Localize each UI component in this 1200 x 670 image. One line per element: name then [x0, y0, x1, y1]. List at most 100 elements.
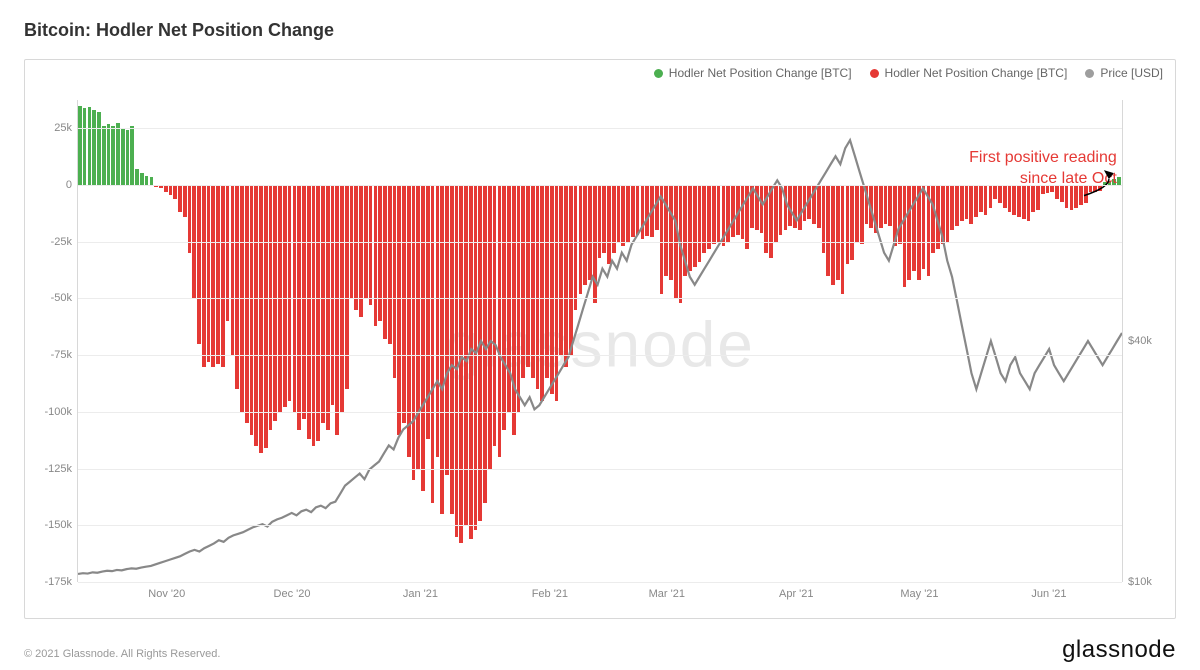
bar: [636, 185, 640, 235]
bar: [579, 185, 583, 294]
bar: [755, 185, 759, 230]
bar: [92, 110, 96, 185]
bar: [359, 185, 363, 317]
bar: [97, 112, 101, 185]
y-axis-left-label: 0: [36, 179, 72, 191]
bar: [598, 185, 602, 258]
bar: [1017, 185, 1021, 217]
bar: [250, 185, 254, 435]
bar: [574, 185, 578, 310]
bar: [917, 185, 921, 280]
bar: [474, 185, 478, 530]
annotation-text: First positive reading since late Oct: [969, 148, 1117, 190]
bar: [683, 185, 687, 276]
x-axis-label: Jun '21: [1031, 588, 1066, 600]
bar: [369, 185, 373, 305]
bar: [936, 185, 940, 249]
bar: [354, 185, 358, 310]
legend-label: Price [USD]: [1100, 66, 1163, 80]
bar: [660, 185, 664, 294]
bar: [760, 185, 764, 233]
bar: [688, 185, 692, 271]
bar: [235, 185, 239, 389]
bar: [798, 185, 802, 230]
bar: [564, 185, 568, 366]
y-axis-left-label: -175k: [36, 576, 72, 588]
bar: [655, 185, 659, 230]
bar: [502, 185, 506, 430]
bar: [779, 185, 783, 235]
bar: [865, 185, 869, 224]
bar: [817, 185, 821, 228]
bar: [455, 185, 459, 537]
bar: [722, 185, 726, 246]
bar: [569, 185, 573, 355]
bar: [226, 185, 230, 321]
bar: [1022, 185, 1026, 219]
bar: [521, 185, 525, 378]
bar: [83, 108, 87, 185]
x-axis-label: Jan '21: [403, 588, 438, 600]
bar: [393, 185, 397, 378]
bar: [478, 185, 482, 521]
bar: [121, 128, 125, 185]
bar: [774, 185, 778, 242]
bar: [145, 176, 149, 185]
bar: [512, 185, 516, 435]
y-axis-right-label: $40k: [1128, 335, 1164, 347]
grid-line: [78, 412, 1122, 413]
legend-dot-price: [1085, 69, 1094, 78]
bar: [750, 185, 754, 228]
bar: [397, 185, 401, 435]
bar: [621, 185, 625, 246]
y-axis-left-label: -150k: [36, 519, 72, 531]
bar: [969, 185, 973, 224]
bar: [736, 185, 740, 235]
bar: [927, 185, 931, 276]
chart-title: Bitcoin: Hodler Net Position Change: [24, 20, 1176, 41]
bar: [488, 185, 492, 469]
bar: [388, 185, 392, 344]
bar: [283, 185, 287, 407]
bar: [726, 185, 730, 242]
bar: [331, 185, 335, 405]
bar: [831, 185, 835, 285]
bars-layer: [78, 100, 1122, 582]
bar: [741, 185, 745, 239]
bar: [335, 185, 339, 435]
bar: [884, 185, 888, 224]
legend: Hodler Net Position Change [BTC] Hodler …: [654, 66, 1163, 80]
bar: [955, 185, 959, 226]
bar: [111, 126, 115, 185]
x-axis-label: Feb '21: [532, 588, 568, 600]
bar: [617, 185, 621, 242]
bar: [559, 185, 563, 355]
legend-dot-negative: [870, 69, 879, 78]
bar: [965, 185, 969, 219]
bar: [483, 185, 487, 503]
bar: [922, 185, 926, 269]
bar: [950, 185, 954, 230]
y-axis-left-label: -50k: [36, 292, 72, 304]
bar: [540, 185, 544, 400]
bar: [297, 185, 301, 430]
bar: [436, 185, 440, 457]
bar: [793, 185, 797, 228]
bar: [498, 185, 502, 457]
bar: [431, 185, 435, 503]
grid-line: [78, 298, 1122, 299]
bar: [846, 185, 850, 264]
bar: [183, 185, 187, 217]
bar: [531, 185, 535, 378]
bar: [612, 185, 616, 253]
bar: [273, 185, 277, 421]
bar: [679, 185, 683, 303]
bar: [207, 185, 211, 362]
y-axis-right-label: $10k: [1128, 576, 1164, 588]
bar: [712, 185, 716, 244]
bar: [202, 185, 206, 366]
y-axis-left-label: -75k: [36, 349, 72, 361]
grid-line: [78, 355, 1122, 356]
plot-region: glassnode First positive reading since l…: [77, 100, 1123, 582]
bar: [245, 185, 249, 423]
